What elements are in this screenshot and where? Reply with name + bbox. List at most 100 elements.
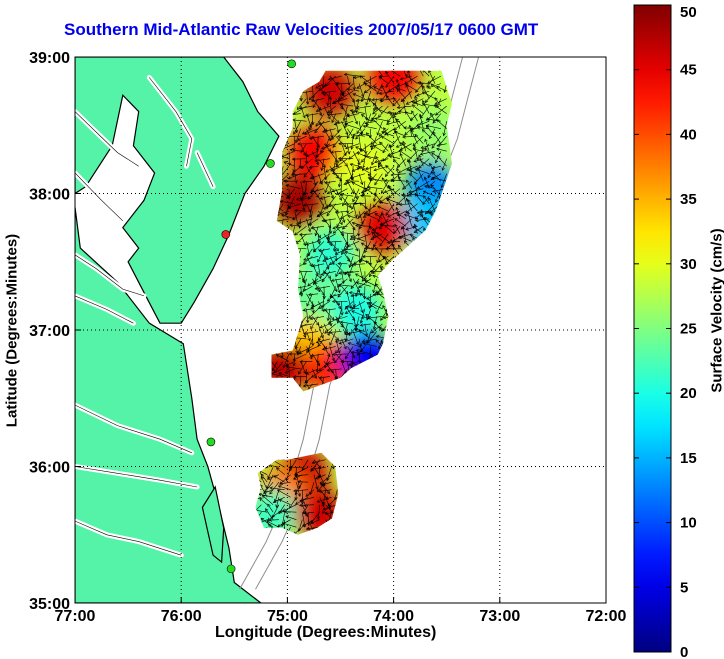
velocity-vector <box>303 331 319 334</box>
velocity-vector <box>401 194 412 197</box>
velocity-vector <box>394 131 406 137</box>
velocity-vector <box>271 504 280 518</box>
velocity-vector <box>344 120 354 125</box>
velocity-vector <box>323 504 338 510</box>
velocity-vector <box>334 353 342 363</box>
velocity-vector <box>385 256 395 265</box>
velocity-vector <box>335 316 348 321</box>
velocity-vector <box>321 218 336 222</box>
velocity-vector <box>335 135 346 148</box>
velocity-vector <box>277 519 291 527</box>
velocity-vector <box>358 353 361 364</box>
velocity-vector <box>323 361 334 373</box>
velocity-vector <box>344 123 360 129</box>
velocity-vector <box>312 278 321 292</box>
velocity-vector <box>356 121 366 134</box>
velocity-vector <box>351 196 360 210</box>
velocity-vector <box>424 185 436 189</box>
velocity-vector <box>404 128 412 135</box>
velocity-vector <box>315 226 319 236</box>
velocity-vector <box>408 169 418 174</box>
velocity-vector <box>313 459 322 469</box>
velocity-vector <box>317 286 325 296</box>
velocity-vector <box>329 218 332 234</box>
velocity-vector <box>344 301 354 310</box>
velocity-vector <box>312 331 314 346</box>
velocity-vector <box>373 316 377 330</box>
velocity-vector <box>332 353 348 355</box>
velocity-vector <box>370 233 383 240</box>
velocity-vector <box>303 256 319 261</box>
velocity-vector <box>294 211 299 226</box>
colorbar-tick-label: 10 <box>680 515 697 532</box>
velocity-vector <box>370 135 383 145</box>
velocity-vector <box>304 383 313 392</box>
velocity-vector <box>376 248 383 263</box>
velocity-vector <box>285 515 297 520</box>
velocity-vector <box>387 210 401 218</box>
velocity-vector <box>390 239 395 249</box>
velocity-vector <box>317 136 319 152</box>
velocity-vector <box>357 233 371 240</box>
velocity-vector <box>377 211 383 222</box>
velocity-vector <box>329 278 338 292</box>
velocity-vector <box>356 350 371 355</box>
y-tick-label: 37:00 <box>29 323 70 340</box>
velocity-vector <box>340 210 354 220</box>
velocity-vector <box>360 143 371 152</box>
velocity-vector <box>422 100 430 114</box>
velocity-vector <box>292 165 301 175</box>
velocity-vector <box>413 158 424 162</box>
velocity-vector <box>436 143 447 147</box>
velocity-vector <box>335 248 337 261</box>
velocity-vector <box>410 113 418 121</box>
velocity-vector <box>377 121 383 136</box>
velocity-vector <box>388 188 401 199</box>
velocity-vector <box>344 251 360 257</box>
velocity-vector <box>335 151 338 166</box>
velocity-vector <box>407 211 412 227</box>
velocity-vector <box>400 75 412 80</box>
velocity-vector <box>347 256 354 267</box>
velocity-vector <box>380 224 395 227</box>
velocity-vector <box>347 241 360 247</box>
velocity-vector <box>379 128 389 137</box>
y-tick-label: 39:00 <box>29 50 70 67</box>
velocity-vector <box>279 499 291 505</box>
velocity-vector <box>306 113 319 116</box>
colorbar-gradient <box>633 4 672 653</box>
velocity-vector <box>373 188 377 202</box>
velocity-vector <box>265 508 274 520</box>
velocity-vector <box>415 168 430 174</box>
velocity-vector <box>398 233 412 239</box>
velocity-vector <box>400 218 412 230</box>
velocity-vector <box>390 112 395 122</box>
velocity-vector <box>302 128 313 135</box>
velocity-vector <box>381 136 395 144</box>
velocity-vector <box>374 213 383 220</box>
velocity-vector <box>329 256 342 266</box>
velocity-vector <box>363 213 377 220</box>
velocity-vector <box>310 316 319 330</box>
velocity-vector <box>295 233 307 245</box>
velocity-vector <box>335 338 348 343</box>
velocity-vector <box>317 504 321 520</box>
velocity-vector <box>298 519 303 532</box>
velocity-vector <box>284 511 297 513</box>
velocity-vector <box>412 104 424 114</box>
radar-site-marker <box>226 564 236 574</box>
velocity-vector <box>382 150 395 162</box>
velocity-vector <box>302 271 307 282</box>
velocity-vector <box>384 128 395 136</box>
velocity-vector <box>369 301 377 308</box>
velocity-vector <box>322 256 336 262</box>
velocity-vector <box>355 128 366 140</box>
velocity-vector <box>386 120 401 125</box>
velocity-vector <box>271 361 278 372</box>
velocity-vector <box>417 127 430 129</box>
velocity-vector <box>427 118 441 122</box>
velocity-vector <box>329 241 339 252</box>
velocity-vector <box>294 474 309 477</box>
velocity-vector <box>302 497 307 507</box>
velocity-vector <box>396 207 401 219</box>
